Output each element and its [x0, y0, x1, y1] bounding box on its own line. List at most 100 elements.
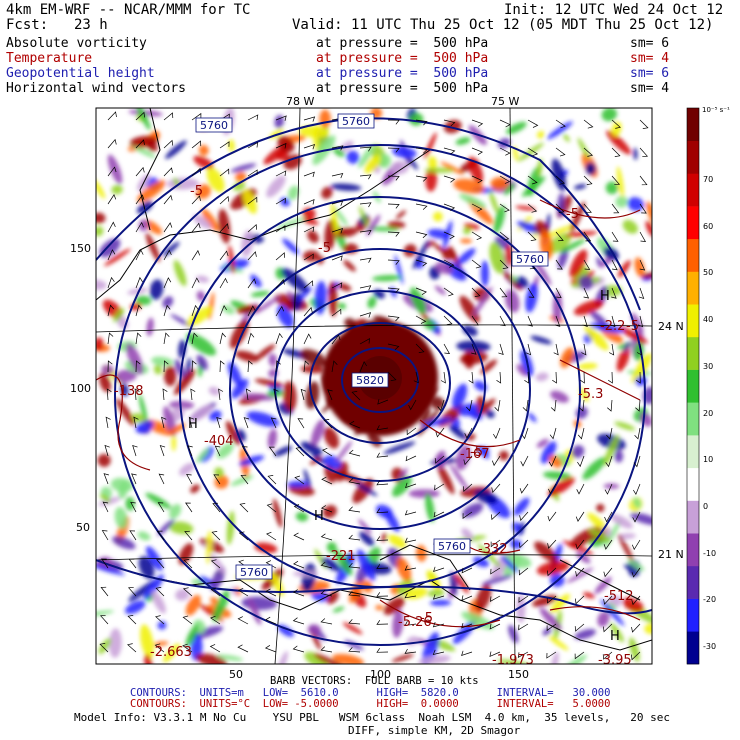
- wind-barb: [518, 623, 529, 631]
- wind-barb: [574, 651, 585, 660]
- wind-barb: [499, 175, 511, 184]
- vorticity-blob: [645, 220, 652, 237]
- wind-barb: [404, 565, 417, 571]
- wind-barb: [293, 504, 305, 513]
- wind-barb: [163, 167, 173, 177]
- vorticity-blob: [305, 381, 320, 410]
- vorticity-blob: [267, 428, 278, 449]
- lon-label-75w: 75 W: [491, 95, 520, 108]
- wind-barb: [265, 560, 277, 569]
- wind-barb: [275, 305, 285, 317]
- wind-barb: [187, 445, 193, 457]
- wind-barb: [303, 171, 315, 178]
- vorticity-blob: [546, 121, 573, 140]
- vorticity-blob: [419, 408, 431, 425]
- wind-barb: [275, 197, 286, 205]
- wind-barb: [606, 427, 613, 440]
- contour-labels: 5760 5760 5760 5760 5760 5820 -5 -5 -5 -5 -5 -5 H H H H…: [114, 113, 639, 664]
- wind-barb: [603, 567, 613, 578]
- wind-barb: [218, 388, 224, 401]
- wind-barb: [320, 561, 333, 569]
- vorticity-blob: [424, 167, 455, 173]
- vorticity-blob: [169, 400, 195, 410]
- wind-barb: [107, 249, 116, 261]
- wind-barb: [135, 249, 144, 261]
- wind-barb: [331, 173, 344, 179]
- wind-barb: [604, 483, 613, 495]
- colorbar-label: 40: [703, 315, 714, 325]
- colorbar-swatch: [687, 336, 699, 370]
- wind-barb: [127, 586, 137, 597]
- vorticity-blob: [101, 364, 114, 375]
- wind-barb: [359, 312, 372, 318]
- colorbar-swatch: [687, 206, 699, 240]
- wind-barb: [99, 614, 109, 625]
- wind-barb: [349, 420, 361, 429]
- vorticity-blob: [392, 609, 404, 638]
- vorticity-blob: [641, 272, 652, 279]
- wind-barb: [490, 511, 501, 521]
- wind-barb: [275, 279, 285, 289]
- wind-barb: [107, 221, 116, 233]
- colorbar-label: 20: [703, 408, 714, 418]
- wind-barb: [219, 141, 230, 149]
- wind-barb: [266, 503, 277, 513]
- vorticity-blob: [301, 217, 319, 226]
- wind-barb: [247, 251, 257, 261]
- vorticity-blob: [536, 130, 545, 139]
- vorticity-blob: [430, 396, 445, 410]
- vorticity-blob: [391, 653, 414, 663]
- wind-barb: [303, 306, 313, 317]
- colorbar-unit: 10⁻⁵ s⁻¹: [702, 106, 730, 114]
- vorticity-blob: [241, 393, 276, 401]
- wind-barb: [464, 427, 473, 439]
- vorticity-blob: [577, 363, 598, 370]
- vorticity-blob: [611, 121, 622, 137]
- vorticity-blob: [352, 478, 374, 504]
- wind-barb: [499, 119, 511, 128]
- wind-barb: [471, 203, 483, 212]
- vorticity-blob: [575, 551, 591, 564]
- wind-barb: [103, 473, 109, 485]
- wind-barb: [555, 119, 566, 129]
- colorbar-swatch: [687, 304, 699, 338]
- wind-barb: [519, 511, 529, 521]
- wind-barb: [158, 473, 165, 485]
- colorbar-swatch: [687, 369, 699, 403]
- vorticity-blob: [423, 319, 436, 330]
- vorticity-blob: [560, 347, 575, 368]
- vorticity-blob: [171, 433, 177, 452]
- vorticity-blob: [335, 440, 353, 463]
- height-label-box: [433, 538, 471, 554]
- vorticity-blob: [429, 599, 452, 606]
- wind-barb: [443, 175, 456, 183]
- wind-barb: [303, 199, 315, 205]
- wind-barb: [499, 287, 508, 298]
- vorticity-blob: [547, 477, 575, 497]
- vorticity-blob: [114, 506, 128, 530]
- wind-barb: [163, 222, 173, 233]
- wind-barb: [348, 590, 361, 597]
- wind-barb: [461, 650, 473, 657]
- wind-barb: [577, 455, 585, 468]
- wind-barb: [162, 388, 168, 401]
- wind-barb: [266, 531, 277, 541]
- wind-barb: [603, 595, 613, 605]
- vorticity-blob: [173, 260, 187, 287]
- wind-barb: [163, 332, 170, 345]
- vorticity-blob: [550, 651, 559, 664]
- field-pressure-1: at pressure = 500 hPa: [316, 51, 489, 66]
- height-label-box: [235, 564, 273, 580]
- wind-barb: [292, 645, 305, 653]
- field-name-2: Geopotential height: [6, 66, 155, 81]
- wind-barb: [635, 399, 641, 412]
- vorticity-blob: [298, 125, 329, 138]
- wind-barb: [348, 562, 361, 569]
- high-marker: H: [600, 289, 610, 304]
- wind-barb: [163, 194, 173, 205]
- meridian-75w: [509, 108, 516, 664]
- wind-barb: [499, 259, 509, 269]
- wind-barb: [321, 476, 333, 485]
- vorticity-blob: [606, 130, 631, 155]
